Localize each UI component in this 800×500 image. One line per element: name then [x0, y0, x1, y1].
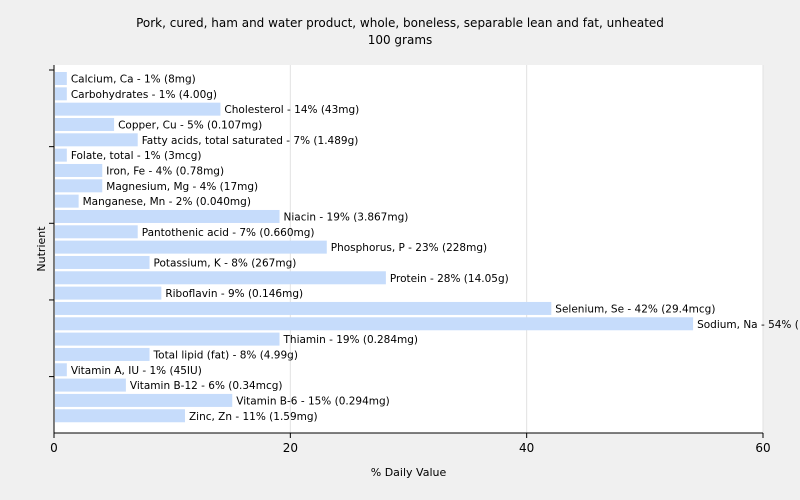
bar — [55, 317, 694, 331]
chart-subtitle: 100 grams — [367, 33, 433, 47]
bar — [55, 255, 150, 269]
bar — [55, 301, 552, 315]
x-tick-label: 60 — [755, 441, 770, 455]
x-tick-label: 0 — [50, 441, 58, 455]
bar-item: Pantothenic acid - 7% (0.660mg) — [55, 225, 315, 239]
bar-label: Vitamin B-12 - 6% (0.34mcg) — [130, 380, 283, 392]
bar-item: Carbohydrates - 1% (4.00g) — [55, 87, 217, 101]
bar-label: Pantothenic acid - 7% (0.660mg) — [142, 227, 315, 239]
bar-label: Cholesterol - 14% (43mg) — [224, 104, 359, 116]
bar-item: Phosphorus, P - 23% (228mg) — [55, 240, 487, 254]
bar-label: Manganese, Mn - 2% (0.040mg) — [83, 196, 251, 208]
x-tick-label: 20 — [283, 441, 298, 455]
bar-item: Iron, Fe - 4% (0.78mg) — [55, 163, 224, 177]
bar-label: Protein - 28% (14.05g) — [390, 273, 509, 285]
bar-label: Thiamin - 19% (0.284mg) — [283, 334, 419, 346]
bar-item: Zinc, Zn - 11% (1.59mg) — [55, 409, 318, 423]
bar-label: Phosphorus, P - 23% (228mg) — [331, 242, 487, 254]
bar-label: Carbohydrates - 1% (4.00g) — [71, 89, 217, 101]
bar — [55, 286, 162, 300]
bars-group: Calcium, Ca - 1% (8mg) Carbohydrates - 1%… — [55, 72, 800, 423]
bar — [55, 378, 126, 392]
bar-item: Folate, total - 1% (3mcg) — [55, 148, 202, 162]
bar — [55, 179, 103, 193]
bar-item: Riboflavin - 9% (0.146mg) — [55, 286, 303, 300]
bar — [55, 102, 221, 116]
bar-item: Fatty acids, total saturated - 7% (1.489… — [55, 133, 358, 147]
bar — [55, 363, 67, 377]
bar-label: Zinc, Zn - 11% (1.59mg) — [189, 411, 318, 423]
bar — [55, 393, 233, 407]
bar-label: Potassium, K - 8% (267mg) — [154, 257, 297, 269]
bar-item: Niacin - 19% (3.867mg) — [55, 209, 409, 223]
bar-item: Cholesterol - 14% (43mg) — [55, 102, 359, 116]
bar-item: Selenium, Se - 42% (29.4mcg) — [55, 301, 715, 315]
bar-label: Iron, Fe - 4% (0.78mg) — [106, 165, 224, 177]
bar-label: Vitamin B-6 - 15% (0.294mg) — [236, 395, 390, 407]
axes-group — [49, 65, 763, 434]
bar-label: Niacin - 19% (3.867mg) — [284, 211, 409, 223]
bar — [55, 117, 115, 131]
bar — [55, 133, 138, 147]
bar-label: Vitamin A, IU - 1% (45IU) — [71, 365, 202, 377]
bar — [55, 194, 79, 208]
bar — [55, 163, 103, 177]
bar-label: Calcium, Ca - 1% (8mg) — [71, 74, 196, 86]
bar-item: Manganese, Mn - 2% (0.040mg) — [55, 194, 251, 208]
bar — [55, 347, 150, 361]
bar-label: Sodium, Na - 54% (1308mg) — [697, 319, 800, 331]
bar — [55, 332, 280, 346]
bar-item: Potassium, K - 8% (267mg) — [55, 255, 297, 269]
bar — [55, 225, 138, 239]
bar-label: Fatty acids, total saturated - 7% (1.489… — [142, 135, 359, 147]
bar — [55, 240, 327, 254]
bar-label: Selenium, Se - 42% (29.4mcg) — [555, 303, 715, 315]
x-axis-label: % Daily Value — [371, 466, 447, 479]
bar — [55, 409, 185, 423]
y-axis-label: Nutrient — [35, 226, 48, 272]
x-tick-label: 40 — [519, 441, 534, 455]
bar-label: Copper, Cu - 5% (0.107mg) — [118, 119, 262, 131]
chart-title: Pork, cured, ham and water product, whol… — [136, 16, 664, 30]
bar-item: Magnesium, Mg - 4% (17mg) — [55, 179, 258, 193]
bar-label: Total lipid (fat) - 8% (4.99g) — [153, 349, 298, 361]
bar-item: Vitamin B-6 - 15% (0.294mg) — [55, 393, 390, 407]
bar — [55, 148, 67, 162]
bar-item: Vitamin A, IU - 1% (45IU) — [55, 363, 202, 377]
bar-item: Protein - 28% (14.05g) — [55, 271, 509, 285]
bar-label: Folate, total - 1% (3mcg) — [71, 150, 202, 162]
bar-item: Calcium, Ca - 1% (8mg) — [55, 72, 196, 86]
bar-item: Thiamin - 19% (0.284mg) — [55, 332, 419, 346]
bar — [55, 271, 386, 285]
bar — [55, 87, 67, 101]
bar — [55, 72, 67, 85]
bar-item: Copper, Cu - 5% (0.107mg) — [55, 117, 262, 131]
bar-label: Riboflavin - 9% (0.146mg) — [165, 288, 303, 300]
x-tick-labels: 0 20 40 60 — [50, 433, 771, 455]
chart-title-block: Pork, cured, ham and water product, whol… — [0, 15, 800, 49]
bar-item: Sodium, Na - 54% (1308mg) — [55, 317, 800, 331]
bar-item: Total lipid (fat) - 8% (4.99g) — [55, 347, 298, 361]
bar-label: Magnesium, Mg - 4% (17mg) — [106, 181, 258, 193]
bar — [55, 209, 280, 223]
bar-item: Vitamin B-12 - 6% (0.34mcg) — [55, 378, 283, 392]
